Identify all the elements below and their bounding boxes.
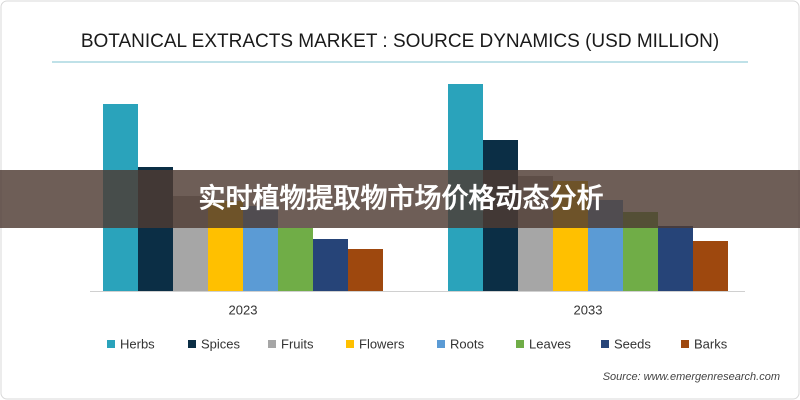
legend-swatch <box>516 340 524 348</box>
legend-label: Roots <box>450 336 484 351</box>
legend-swatch <box>268 340 276 348</box>
overlay-banner <box>0 170 800 228</box>
legend-swatch <box>107 340 115 348</box>
legend-label: Flowers <box>359 336 405 351</box>
bar <box>348 249 383 291</box>
x-tick-label: 2023 <box>229 302 258 317</box>
bar <box>693 241 728 291</box>
legend-label: Leaves <box>529 336 571 351</box>
legend-label: Seeds <box>614 336 651 351</box>
legend-swatch <box>437 340 445 348</box>
bar <box>658 226 693 291</box>
legend-swatch <box>601 340 609 348</box>
legend-swatch <box>346 340 354 348</box>
source: Source: www.emergenresearch.com <box>603 371 780 383</box>
legend-swatch <box>188 340 196 348</box>
overlay-text: 实时植物提取物市场价格动态分析 <box>199 183 604 215</box>
chart-title: BOTANICAL EXTRACTS MARKET : SOURCE DYNAM… <box>81 31 719 52</box>
bar <box>278 228 313 291</box>
legend-swatch <box>681 340 689 348</box>
bar <box>313 239 348 291</box>
legend-label: Herbs <box>120 336 155 351</box>
legend-label: Spices <box>201 336 241 351</box>
legend-label: Barks <box>694 336 728 351</box>
legend-label: Fruits <box>281 336 314 351</box>
x-tick-label: 2033 <box>574 302 603 317</box>
